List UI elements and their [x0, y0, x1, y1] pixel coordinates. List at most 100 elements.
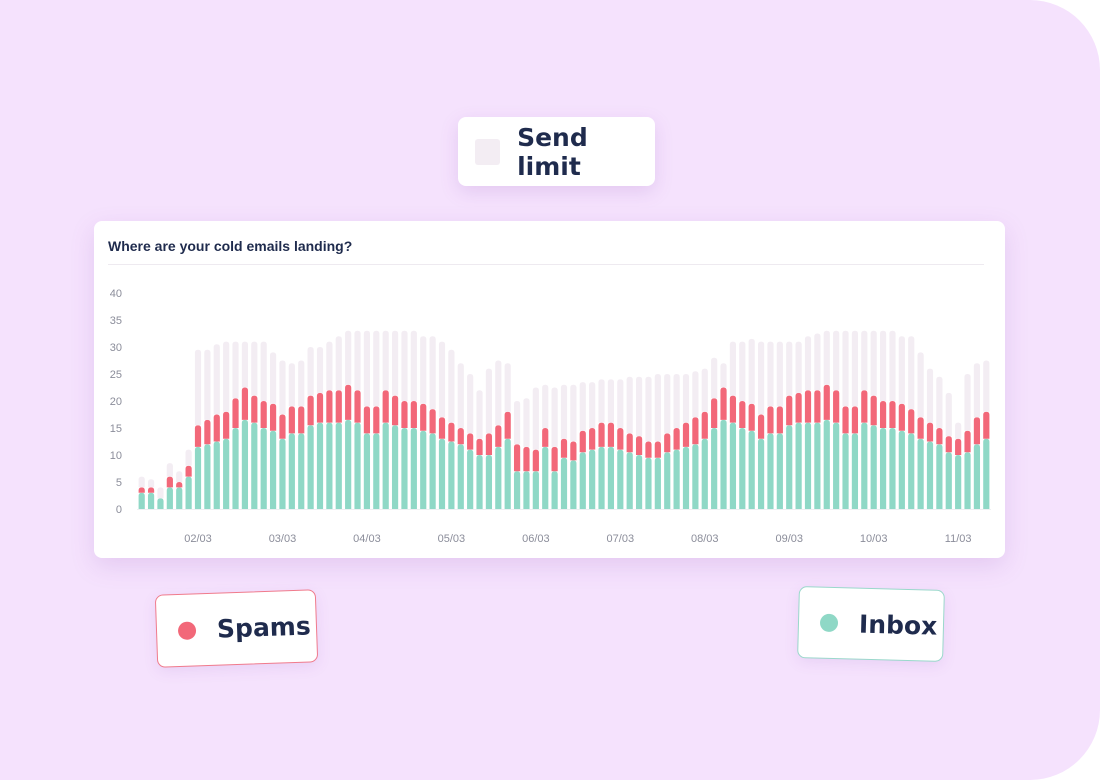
- x-tick-label: 09/03: [775, 533, 803, 545]
- bar-segment-inbox: [391, 425, 399, 509]
- bar-segment-send-limit: [185, 449, 192, 466]
- bar-segment-send-limit: [645, 376, 652, 442]
- bar-segment-inbox: [401, 428, 408, 509]
- bar-segment-send-limit: [598, 379, 605, 423]
- bar-segment-spams: [776, 406, 783, 434]
- bar-segment-inbox: [635, 455, 643, 509]
- bar-segment-send-limit: [879, 330, 887, 401]
- bar-segment-inbox: [767, 433, 774, 509]
- inbox-label: Inbox: [858, 609, 938, 641]
- bar-segment-inbox: [908, 433, 915, 509]
- bar-segment-spams: [279, 414, 286, 439]
- bar-segment-inbox: [701, 438, 708, 509]
- bar-segment-spams: [354, 390, 361, 423]
- y-tick-label: 35: [110, 315, 122, 327]
- bar-segment-spams: [551, 446, 558, 472]
- bar-segment-send-limit: [898, 336, 905, 404]
- bar-segment-send-limit: [823, 330, 830, 385]
- bar-segment-spams: [823, 384, 830, 420]
- bar-segment-inbox: [673, 449, 680, 509]
- bar-segment-spams: [288, 406, 295, 434]
- bar-segment-spams: [570, 441, 577, 461]
- bar-segment-send-limit: [767, 341, 774, 407]
- bar-segment-send-limit: [673, 374, 680, 428]
- bar-segment-send-limit: [326, 341, 333, 391]
- bar-segment-send-limit: [551, 387, 558, 447]
- bar-segment-spams: [711, 398, 718, 428]
- bar-segment-spams: [870, 395, 877, 426]
- bar-segment-inbox: [420, 430, 427, 509]
- bar-segment-inbox: [776, 433, 783, 509]
- bar-segment-inbox: [495, 446, 502, 509]
- bar-segment-send-limit: [532, 387, 539, 450]
- y-tick-label: 30: [110, 342, 122, 354]
- bar-segment-inbox: [889, 428, 896, 509]
- bar-segment-spams: [467, 433, 474, 450]
- bar-segment-send-limit: [513, 401, 521, 445]
- bar-segment-spams: [889, 401, 896, 428]
- bar-segment-send-limit: [842, 330, 849, 407]
- bar-segment-inbox: [617, 449, 624, 509]
- bar-segment-spams: [626, 433, 633, 453]
- bar-segment-send-limit: [157, 487, 164, 499]
- bar-segment-spams: [579, 430, 586, 453]
- bar-segment-spams: [513, 444, 521, 472]
- bar-segment-inbox: [870, 425, 877, 509]
- bar-segment-inbox: [560, 457, 568, 509]
- bar-segment-inbox: [194, 446, 202, 509]
- stacked-bar-chart: 0 5 10 15 20 25 30 35 40 02/03 03/03 04/03 05/03 06/0…: [110, 288, 991, 545]
- bar-segment-send-limit: [260, 341, 267, 401]
- bar-segment-spams: [692, 417, 699, 445]
- bar-segment-inbox: [739, 428, 746, 509]
- bar-segment-send-limit: [926, 368, 934, 423]
- bar-segment-send-limit: [701, 368, 708, 412]
- bar-segment-spams: [654, 441, 661, 458]
- bar-segment-spams: [251, 395, 258, 423]
- bar-segment-spams: [804, 390, 812, 423]
- bar-segment-spams: [879, 401, 887, 428]
- bar-segment-inbox: [363, 433, 371, 509]
- bar-segment-send-limit: [138, 476, 145, 488]
- bar-segment-spams: [326, 390, 333, 423]
- bar-segment-inbox: [335, 422, 342, 509]
- bar-segment-inbox: [213, 441, 220, 509]
- bar-segment-inbox: [551, 471, 558, 509]
- bar-segment-send-limit: [917, 352, 924, 418]
- bar-segment-inbox: [269, 430, 277, 509]
- bar-segment-inbox: [241, 419, 249, 509]
- bar-segment-send-limit: [833, 330, 840, 391]
- bar-segment-send-limit: [757, 341, 765, 415]
- bar-segment-send-limit: [739, 341, 746, 401]
- bar-segment-send-limit: [626, 376, 633, 434]
- bar-segment-inbox: [457, 444, 464, 509]
- bar-segment-send-limit: [382, 330, 389, 391]
- bar-segment-inbox: [326, 422, 333, 509]
- bar-segment-spams: [204, 419, 211, 445]
- bar-segment-send-limit: [654, 374, 661, 442]
- bar-segment-spams: [457, 428, 464, 445]
- bar-segment-send-limit: [213, 344, 220, 415]
- bar-segment-spams: [232, 398, 239, 428]
- chart-card: Where are your cold emails landing? 0 5 10…: [94, 221, 1005, 558]
- bar-segment-spams: [429, 409, 436, 434]
- bar-segment-spams: [861, 390, 868, 423]
- bar-segment-inbox: [485, 455, 493, 509]
- bar-segment-inbox: [823, 419, 830, 509]
- bar-segment-spams: [260, 401, 267, 428]
- bar-segment-spams: [701, 411, 708, 439]
- bar-segment-inbox: [307, 425, 314, 509]
- bar-segment-inbox: [504, 438, 511, 509]
- bar-segment-spams: [298, 406, 305, 434]
- x-tick-label: 10/03: [860, 533, 888, 545]
- bar-segment-send-limit: [476, 390, 483, 439]
- bar-segment-send-limit: [166, 463, 173, 477]
- bar-segment-spams: [485, 433, 493, 455]
- bar-segment-send-limit: [298, 360, 305, 407]
- bar-segment-send-limit: [354, 330, 361, 391]
- bar-segment-send-limit: [983, 360, 990, 412]
- bar-segment-inbox: [898, 430, 905, 509]
- bar-segment-inbox: [204, 444, 211, 509]
- bar-segment-spams: [739, 401, 746, 428]
- bar-segment-send-limit: [955, 422, 962, 439]
- bar-segment-spams: [448, 422, 455, 442]
